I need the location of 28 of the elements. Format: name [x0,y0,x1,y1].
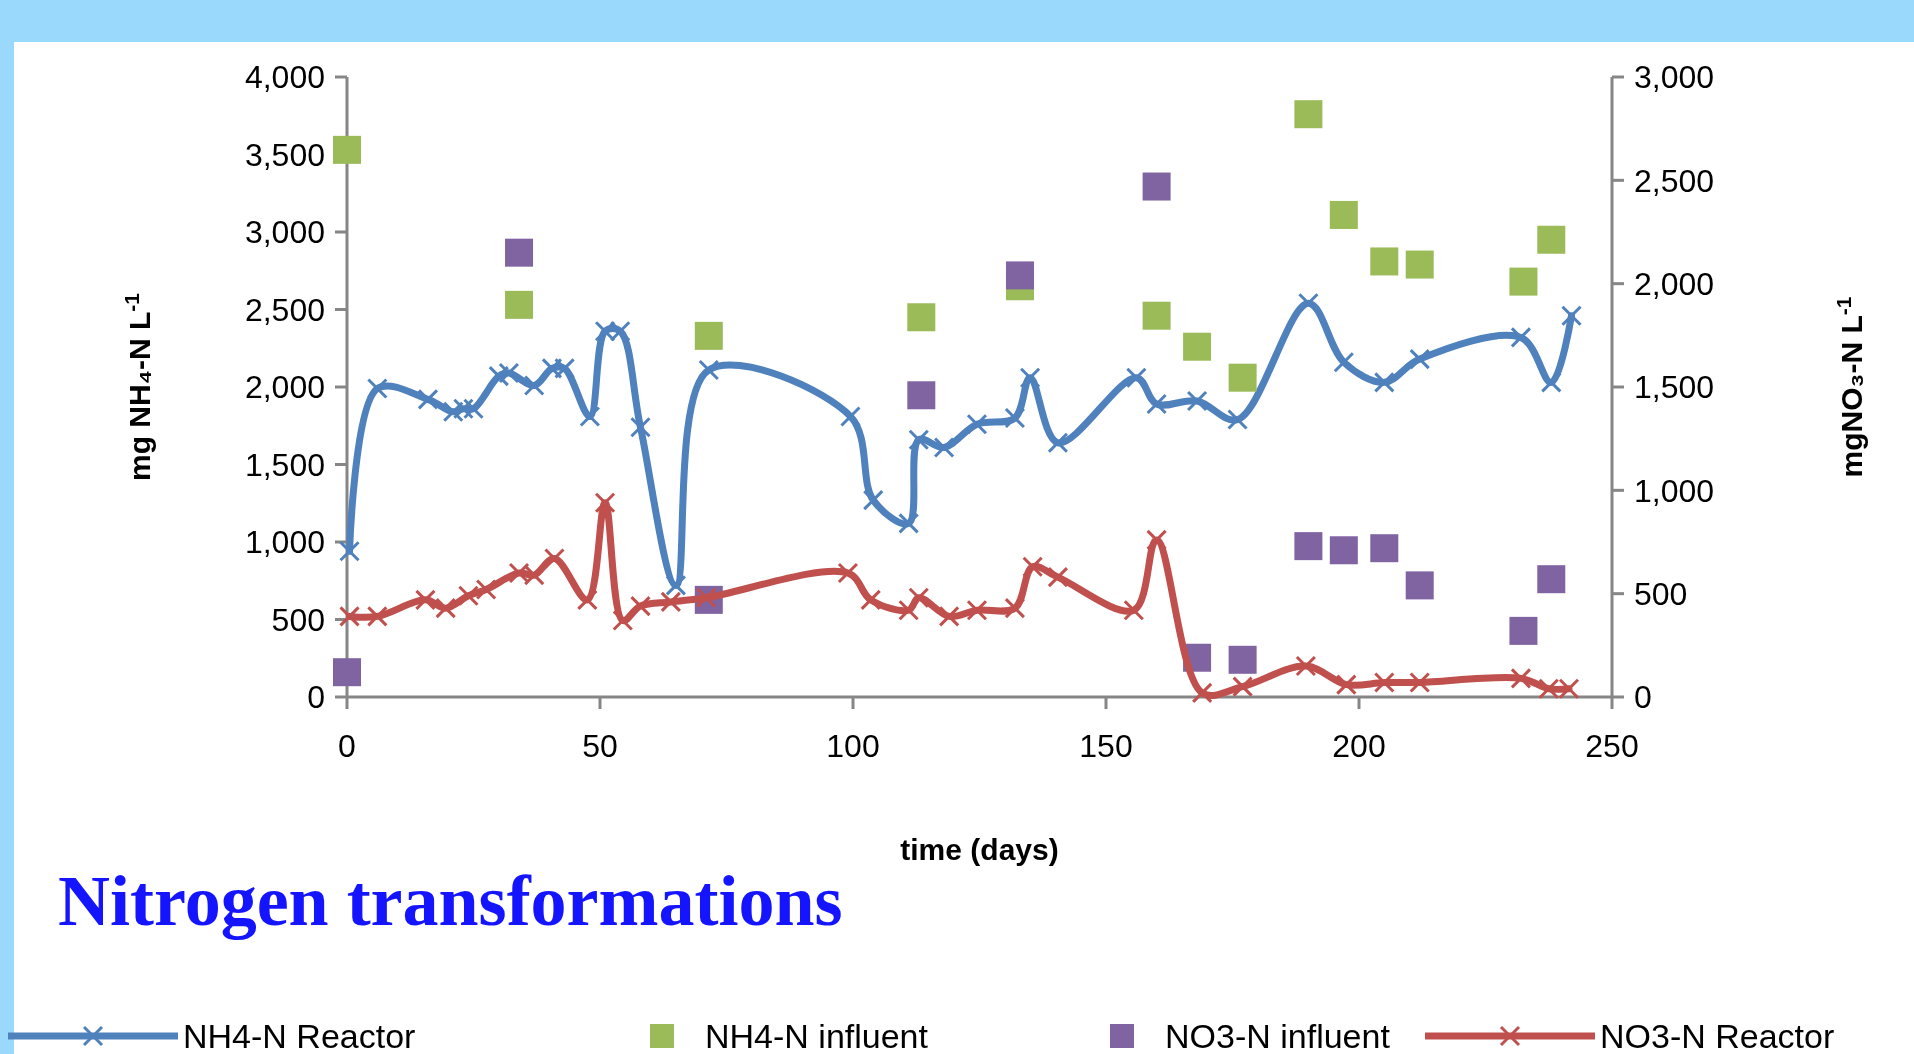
legend-label: NO3-N influent [1165,1016,1391,1054]
y2-tick-label: 2,500 [1634,162,1715,199]
y-tick-label: 0 [307,679,325,716]
legend-label: NH4-N Reactor [183,1016,416,1054]
y2-tick-label: 2,000 [1634,265,1715,302]
x-tick-label: 250 [1585,728,1639,764]
legend-label: NH4-N influent [705,1016,929,1054]
y2-tick-label: 500 [1634,575,1688,612]
y2-tick-label: 1,000 [1634,472,1715,509]
x-tick-label: 0 [338,728,356,764]
x-axis-title: time (days) [900,833,1059,866]
y2-tick-label: 3,000 [1634,59,1715,96]
x-tick-label: 100 [826,728,880,764]
y-tick-label: 2,500 [244,291,325,328]
y-tick-label: 4,000 [244,59,325,96]
x-tick-label: 200 [1332,728,1386,764]
y-tick-label: 500 [271,601,325,638]
y-tick-label: 2,000 [244,369,325,406]
y-tick-label: 1,500 [244,446,325,483]
y2-tick-label: 1,500 [1634,369,1715,406]
x-tick-label: 50 [582,728,618,764]
y-tick-label: 3,500 [244,136,325,173]
x-tick-label: 150 [1079,728,1133,764]
text: Nitrogen transformations [58,861,843,941]
y2-tick-label: 0 [1634,679,1652,716]
legend-label: NO3-N Reactor [1600,1016,1835,1054]
y-tick-label: 1,000 [244,524,325,561]
y-tick-label: 3,000 [244,214,325,251]
